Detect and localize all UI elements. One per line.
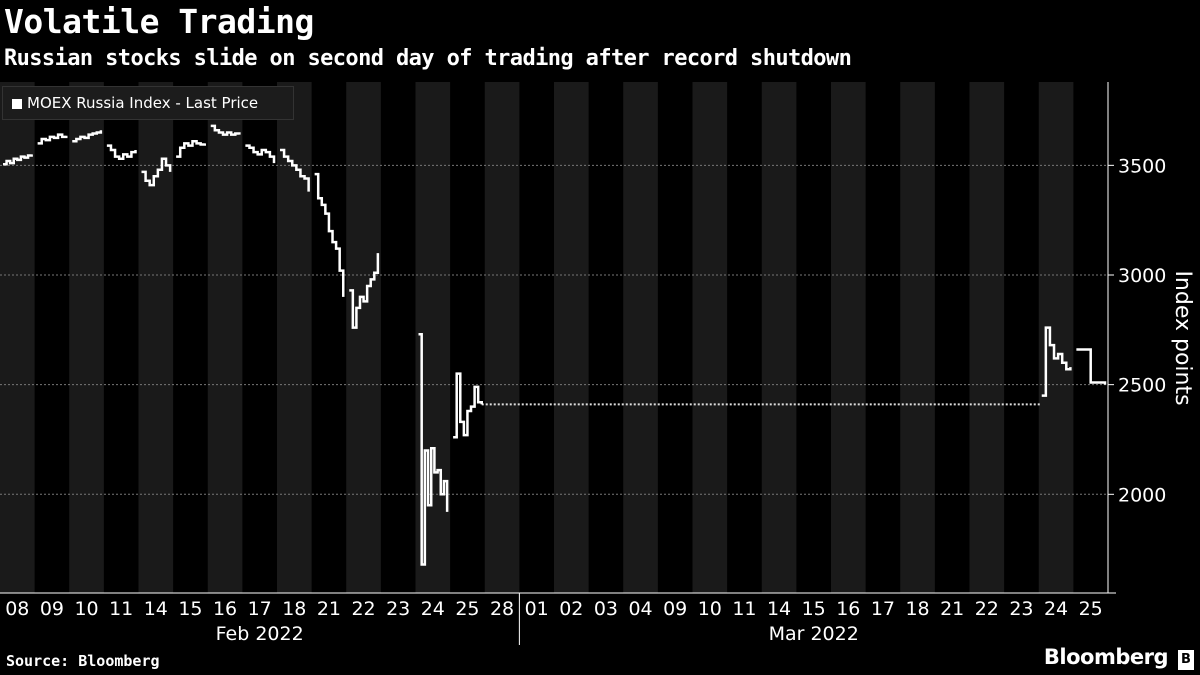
x-tick-label: 14 <box>767 598 791 620</box>
x-tick-label: 17 <box>871 598 895 620</box>
y-axis-label: Index points <box>1170 270 1195 405</box>
bloomberg-logo-icon: B <box>1178 650 1194 670</box>
axes <box>0 82 1116 645</box>
y-tick-label: 3500 <box>1118 155 1166 177</box>
day-band <box>692 82 728 593</box>
day-band <box>69 82 104 593</box>
y-tick-label: 2500 <box>1118 375 1166 397</box>
x-tick-label: 25 <box>1079 598 1103 620</box>
x-tick-label: 11 <box>109 598 133 620</box>
x-tick-label: 24 <box>1044 598 1068 620</box>
series-segment-day-13 <box>453 372 483 439</box>
legend-swatch <box>12 99 22 109</box>
x-tick-label: 25 <box>455 598 479 620</box>
series-segment-day-12 <box>418 332 449 566</box>
day-band <box>346 82 381 593</box>
x-tick-label: 18 <box>905 598 929 620</box>
x-tick-label: 21 <box>940 598 964 620</box>
x-tick-label: 10 <box>74 598 98 620</box>
series-segment-day-10 <box>349 253 380 329</box>
series-segment-day-5 <box>176 139 206 158</box>
y-tick-label: 2000 <box>1118 484 1166 506</box>
day-band <box>761 82 797 593</box>
x-tick-label: 28 <box>490 598 514 620</box>
series-segment-day-31 <box>1076 348 1107 385</box>
x-tick-label: 22 <box>975 598 999 620</box>
series-moex <box>3 124 1107 566</box>
day-band <box>554 82 589 593</box>
y-tick-label: 3000 <box>1118 265 1166 287</box>
day-band <box>831 82 866 593</box>
day-band <box>623 82 658 593</box>
day-band <box>484 82 520 593</box>
x-tick-label: 21 <box>317 598 341 620</box>
series-segment-day-1 <box>37 133 68 145</box>
day-band <box>969 82 1005 593</box>
x-tick-label: 23 <box>1009 598 1033 620</box>
x-tick-label: 17 <box>248 598 272 620</box>
series-segment-day-9 <box>314 172 345 297</box>
x-tick-label: 16 <box>836 598 860 620</box>
x-tick-label: 24 <box>421 598 445 620</box>
month-label-mar: Mar 2022 <box>769 623 859 645</box>
day-band <box>0 82 35 593</box>
x-tick-label: 15 <box>802 598 826 620</box>
series-segment-day-6 <box>210 124 241 136</box>
series-segment-day-3 <box>106 144 137 161</box>
x-tick-label: 02 <box>559 598 583 620</box>
brand-logo-text: Bloomberg <box>1043 645 1169 669</box>
x-tick-label: 09 <box>663 598 687 620</box>
legend-label: MOEX Russia Index - Last Price <box>27 94 259 112</box>
chart-subtitle: Russian stocks slide on second day of tr… <box>4 46 852 71</box>
series-segment-day-8 <box>280 148 310 192</box>
y-tick-labels: 2000 2500 3000 3500 <box>1118 155 1166 506</box>
gridlines <box>0 164 1114 495</box>
x-tick-label: 11 <box>732 598 756 620</box>
series-segment-day-4 <box>141 157 172 187</box>
source-note: Source: Bloomberg <box>6 652 160 670</box>
x-tick-label: 22 <box>351 598 375 620</box>
x-tick-label: 23 <box>386 598 410 620</box>
x-tick-label: 08 <box>5 598 29 620</box>
x-tick-label: 09 <box>40 598 64 620</box>
month-label-feb: Feb 2022 <box>216 623 304 645</box>
day-band <box>207 82 243 593</box>
x-tick-label: 15 <box>178 598 202 620</box>
x-tick-label: 04 <box>628 598 652 620</box>
series-segment-day-30 <box>1041 326 1072 397</box>
series-segment-day-7 <box>245 144 276 164</box>
x-tick-label: 03 <box>594 598 618 620</box>
x-tick-label: 10 <box>698 598 722 620</box>
x-tick-label: 01 <box>525 598 549 620</box>
x-tick-labels: 08 09 10 11 14 15 16 17 18 21 22 23 24 25 28 01 02 03 04 09… <box>5 598 1103 645</box>
chart-title: Volatile Trading <box>4 2 314 41</box>
day-band <box>277 82 312 593</box>
series-segment-day-2 <box>72 130 103 143</box>
day-band <box>1038 82 1074 593</box>
series-segment-day-0 <box>3 154 33 166</box>
day-band <box>138 82 174 593</box>
day-band <box>900 82 935 593</box>
x-tick-label: 16 <box>213 598 237 620</box>
x-tick-label: 18 <box>282 598 306 620</box>
x-tick-label: 14 <box>144 598 168 620</box>
legend: MOEX Russia Index - Last Price <box>2 86 294 120</box>
